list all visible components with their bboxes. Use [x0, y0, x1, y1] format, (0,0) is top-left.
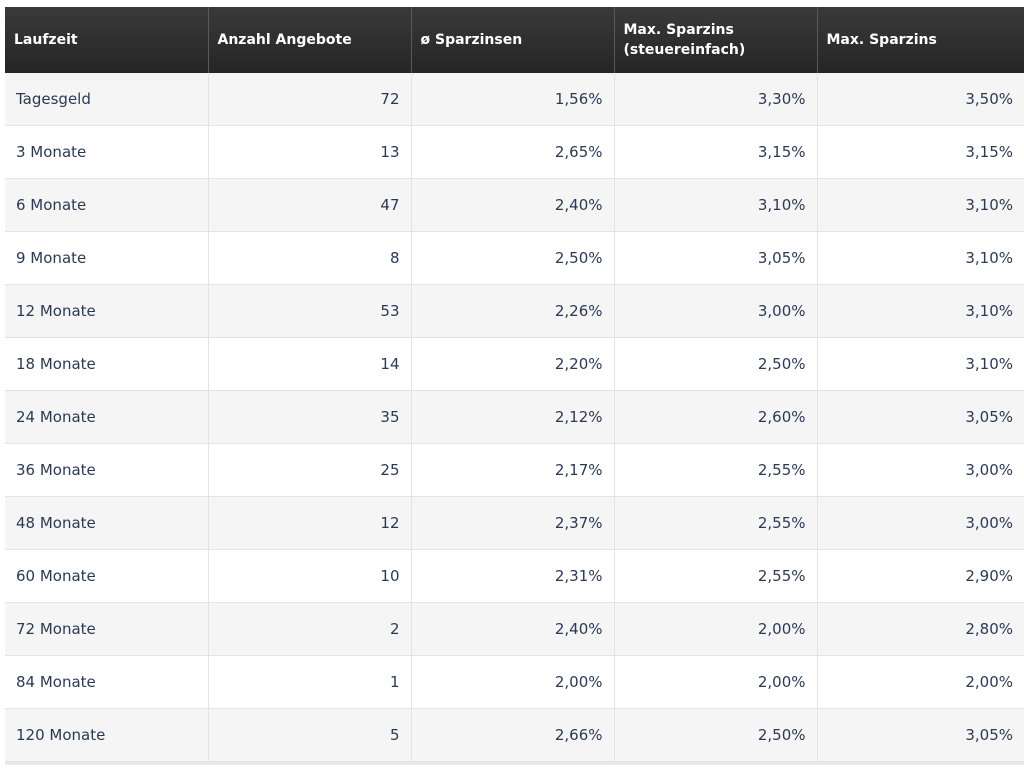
cell-max-rate-steuereinfach: 2,00% — [614, 655, 818, 709]
cell-anzahl: 47 — [208, 178, 412, 232]
cell-anzahl: 2 — [208, 602, 412, 656]
table-row: Tagesgeld 72 1,56% 3,30% 3,50% — [5, 73, 1024, 126]
table-row: 36 Monate 25 2,17% 2,55% 3,00% — [5, 443, 1024, 497]
cell-max-rate: 3,10% — [817, 178, 1024, 232]
cell-max-rate: 3,00% — [817, 443, 1024, 497]
rates-table-container: Laufzeit Anzahl Angebote ø Sparzinsen Ma… — [5, 7, 1024, 765]
cell-anzahl: 35 — [208, 390, 412, 444]
cell-max-rate-steuereinfach: 3,05% — [614, 231, 818, 285]
cell-anzahl: 12 — [208, 496, 412, 550]
table-row: 24 Monate 35 2,12% 2,60% 3,05% — [5, 390, 1024, 444]
header-avg-sparzinsen[interactable]: ø Sparzinsen — [411, 7, 615, 73]
cell-max-rate: 2,00% — [817, 655, 1024, 709]
cell-laufzeit: 84 Monate — [5, 655, 209, 709]
cell-laufzeit: 72 Monate — [5, 602, 209, 656]
cell-avg-rate: 2,65% — [411, 125, 615, 179]
cell-max-rate-steuereinfach: 2,60% — [614, 390, 818, 444]
header-max-sparzins[interactable]: Max. Sparzins — [817, 7, 1024, 73]
cell-anzahl: 8 — [208, 231, 412, 285]
rates-table: Laufzeit Anzahl Angebote ø Sparzinsen Ma… — [5, 7, 1024, 762]
header-max-sparzins-steuereinfach[interactable]: Max. Sparzins (steuereinfach) — [614, 7, 818, 73]
cell-avg-rate: 2,40% — [411, 602, 615, 656]
cell-avg-rate: 2,20% — [411, 337, 615, 391]
cell-anzahl: 5 — [208, 708, 412, 762]
table-row: 72 Monate 2 2,40% 2,00% 2,80% — [5, 602, 1024, 656]
cell-laufzeit: Tagesgeld — [5, 73, 209, 126]
table-row: 120 Monate 5 2,66% 2,50% 3,05% — [5, 708, 1024, 762]
cell-anzahl: 14 — [208, 337, 412, 391]
cell-laufzeit: 3 Monate — [5, 125, 209, 179]
cell-anzahl: 13 — [208, 125, 412, 179]
cell-max-rate-steuereinfach: 2,50% — [614, 708, 818, 762]
cell-avg-rate: 2,26% — [411, 284, 615, 338]
cell-avg-rate: 2,00% — [411, 655, 615, 709]
cell-max-rate: 3,50% — [817, 73, 1024, 126]
cell-laufzeit: 48 Monate — [5, 496, 209, 550]
table-row: 6 Monate 47 2,40% 3,10% 3,10% — [5, 178, 1024, 232]
cell-avg-rate: 2,66% — [411, 708, 615, 762]
cell-laufzeit: 36 Monate — [5, 443, 209, 497]
cell-avg-rate: 1,56% — [411, 73, 615, 126]
cell-laufzeit: 24 Monate — [5, 390, 209, 444]
cell-max-rate-steuereinfach: 2,55% — [614, 549, 818, 603]
cell-anzahl: 25 — [208, 443, 412, 497]
cell-anzahl: 1 — [208, 655, 412, 709]
cell-avg-rate: 2,40% — [411, 178, 615, 232]
cell-max-rate-steuereinfach: 2,50% — [614, 337, 818, 391]
table-row: 48 Monate 12 2,37% 2,55% 3,00% — [5, 496, 1024, 550]
cell-anzahl: 10 — [208, 549, 412, 603]
cell-laufzeit: 60 Monate — [5, 549, 209, 603]
cell-anzahl: 53 — [208, 284, 412, 338]
table-row: 3 Monate 13 2,65% 3,15% 3,15% — [5, 125, 1024, 179]
cell-laufzeit: 9 Monate — [5, 231, 209, 285]
cell-max-rate: 3,00% — [817, 496, 1024, 550]
cell-max-rate: 2,90% — [817, 549, 1024, 603]
cell-max-rate: 3,10% — [817, 231, 1024, 285]
cell-max-rate: 3,05% — [817, 390, 1024, 444]
cell-laufzeit: 120 Monate — [5, 708, 209, 762]
table-bottom-divider — [5, 762, 1024, 765]
cell-avg-rate: 2,17% — [411, 443, 615, 497]
cell-laufzeit: 6 Monate — [5, 178, 209, 232]
cell-max-rate: 3,15% — [817, 125, 1024, 179]
header-row: Laufzeit Anzahl Angebote ø Sparzinsen Ma… — [5, 7, 1024, 73]
cell-avg-rate: 2,31% — [411, 549, 615, 603]
cell-laufzeit: 18 Monate — [5, 337, 209, 391]
table-header: Laufzeit Anzahl Angebote ø Sparzinsen Ma… — [5, 7, 1024, 73]
table-body: Tagesgeld 72 1,56% 3,30% 3,50% 3 Monate … — [5, 73, 1024, 762]
table-row: 9 Monate 8 2,50% 3,05% 3,10% — [5, 231, 1024, 285]
cell-laufzeit: 12 Monate — [5, 284, 209, 338]
cell-max-rate-steuereinfach: 3,15% — [614, 125, 818, 179]
cell-anzahl: 72 — [208, 73, 412, 126]
cell-max-rate-steuereinfach: 2,55% — [614, 443, 818, 497]
table-row: 84 Monate 1 2,00% 2,00% 2,00% — [5, 655, 1024, 709]
cell-max-rate-steuereinfach: 2,00% — [614, 602, 818, 656]
cell-avg-rate: 2,12% — [411, 390, 615, 444]
cell-max-rate: 3,10% — [817, 337, 1024, 391]
cell-max-rate: 3,10% — [817, 284, 1024, 338]
header-anzahl-angebote[interactable]: Anzahl Angebote — [208, 7, 412, 73]
cell-max-rate-steuereinfach: 3,00% — [614, 284, 818, 338]
cell-max-rate-steuereinfach: 2,55% — [614, 496, 818, 550]
cell-avg-rate: 2,50% — [411, 231, 615, 285]
cell-avg-rate: 2,37% — [411, 496, 615, 550]
cell-max-rate: 3,05% — [817, 708, 1024, 762]
table-row: 60 Monate 10 2,31% 2,55% 2,90% — [5, 549, 1024, 603]
cell-max-rate: 2,80% — [817, 602, 1024, 656]
table-row: 12 Monate 53 2,26% 3,00% 3,10% — [5, 284, 1024, 338]
cell-max-rate-steuereinfach: 3,10% — [614, 178, 818, 232]
table-row: 18 Monate 14 2,20% 2,50% 3,10% — [5, 337, 1024, 391]
cell-max-rate-steuereinfach: 3,30% — [614, 73, 818, 126]
header-laufzeit[interactable]: Laufzeit — [5, 7, 209, 73]
